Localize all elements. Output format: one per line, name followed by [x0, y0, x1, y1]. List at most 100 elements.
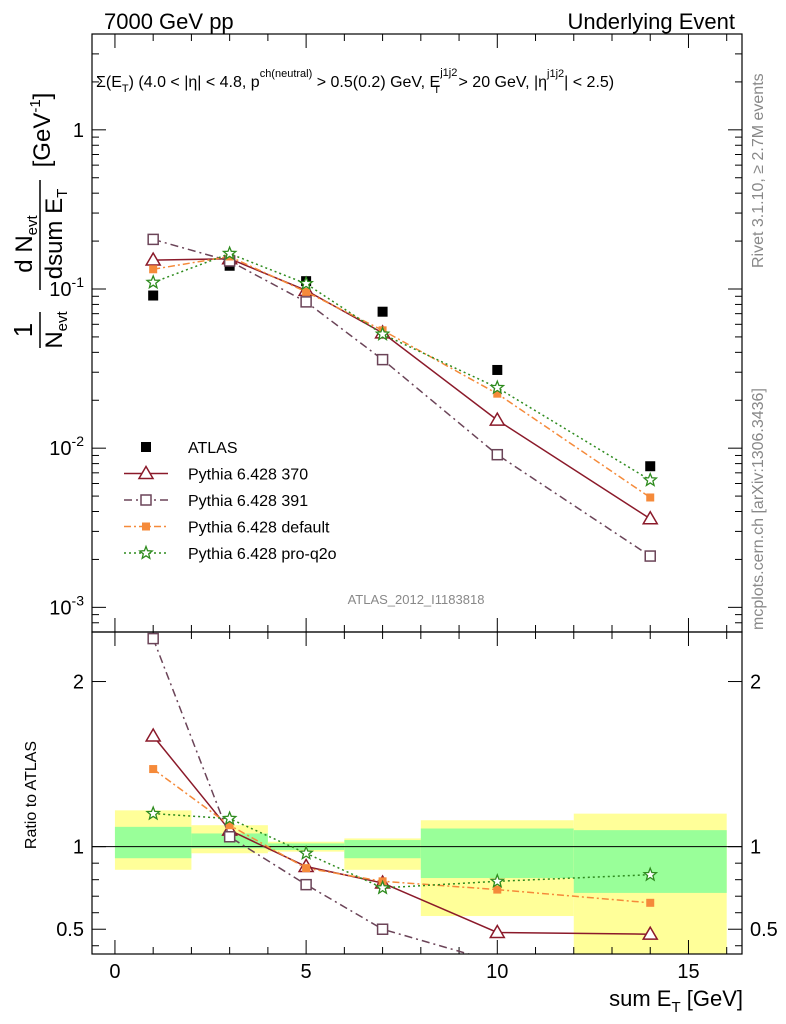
- data-point: [489, 379, 506, 395]
- data-point: [488, 411, 506, 426]
- legend-entry: Pythia 6.428 default: [124, 520, 330, 537]
- ratio-ytick-label-left: 2: [73, 672, 84, 694]
- data-point: [644, 550, 656, 562]
- x-axis-label: sum ET [GeV]: [609, 986, 743, 1016]
- rivet-label: Rivet 3.1.10, ≥ 2.7M events: [750, 73, 767, 268]
- legend-entry: ATLAS: [141, 440, 238, 457]
- ratio-ytick-label-right: 2: [750, 672, 761, 694]
- data-point: [145, 274, 162, 290]
- main-ytick-label: 1: [73, 120, 84, 142]
- main-ytick-label: 10-1: [49, 274, 84, 301]
- legend-marker: [141, 442, 151, 452]
- legend-marker: [142, 522, 150, 531]
- ratio-point: [298, 845, 315, 860]
- data-point: [642, 471, 659, 487]
- data-point: [641, 510, 659, 525]
- svg-text:d Nevt: d Nevt: [11, 214, 41, 272]
- ratio-point: [223, 831, 236, 843]
- ratio-point: [493, 885, 502, 894]
- ratio-point: [641, 925, 659, 940]
- data-point: [491, 448, 504, 461]
- ratio-point: [149, 765, 158, 774]
- ratio-point: [646, 898, 655, 907]
- band-green-3: [344, 840, 421, 859]
- ratio-point: [147, 632, 159, 645]
- ratio-series-layer: [144, 632, 659, 954]
- main-title: Σ(ET) (4.0 < |η| < 4.8, pch(neutral) > 0…: [96, 67, 614, 96]
- main-ytick-label: 10-3: [49, 592, 84, 619]
- data-point: [221, 245, 238, 261]
- legend-label: Pythia 6.428 pro-q2o: [188, 546, 337, 563]
- data-point: [377, 306, 388, 317]
- data-point: [298, 275, 315, 291]
- svg-text:1: 1: [8, 323, 38, 337]
- legend-marker: [137, 465, 155, 480]
- data-point: [374, 325, 391, 341]
- legend-entry: Pythia 6.428 370: [124, 465, 308, 484]
- legend-label: Pythia 6.428 391: [188, 493, 308, 510]
- ratio-ytick-label-right: 1: [750, 837, 761, 859]
- mcplots-label: mcplots.cern.ch [arXiv:1306.3436]: [750, 388, 767, 630]
- ratio-point: [221, 810, 238, 826]
- ratio-line: [152, 638, 472, 954]
- xtick-label: 5: [301, 961, 312, 983]
- ratio-point: [145, 805, 162, 821]
- main-axis-ticks: 10-3 10-2 10-1 1: [49, 33, 742, 633]
- data-point: [645, 461, 656, 472]
- ratio-ytick-label-left: 1: [73, 837, 84, 859]
- main-y-axis-label: 1 Nevt d Nevt dsum ET [GeV-1]: [8, 93, 71, 349]
- main-series-pythia-6.428-pro-q2o: [145, 245, 659, 487]
- ratio-ytick-label-right: 0.5: [750, 919, 778, 941]
- band-green-4: [420, 828, 574, 879]
- ratio-point: [376, 923, 389, 935]
- ratio-ytick-label-left: 0.5: [56, 919, 84, 941]
- ratio-point: [300, 878, 312, 891]
- main-series-pythia-6.428-default: [149, 252, 655, 502]
- ratio-frame: [91, 631, 743, 955]
- data-point: [144, 251, 162, 266]
- main-series-layer: [144, 233, 659, 562]
- legend: ATLAS Pythia 6.428 370 Pythia 6.428 391 Pyt…: [124, 440, 337, 563]
- ratio-point: [374, 879, 391, 895]
- series-line: [152, 238, 651, 557]
- ratio-point: [489, 872, 506, 889]
- ratio-series-pythia-6.428-pro-q2o: [145, 805, 659, 895]
- main-series-pythia-6.428-391: [147, 233, 656, 562]
- ratio-point: [225, 821, 234, 830]
- legend-label: Pythia 6.428 370: [188, 467, 308, 484]
- legend-entry: Pythia 6.428 pro-q2o: [124, 544, 337, 563]
- legend-marker: [138, 544, 154, 560]
- ratio-point: [488, 924, 506, 939]
- ratio-axis-ticks: 0.5 0.5 1 1 2 2 0 5 10 15: [56, 632, 778, 983]
- data-point: [147, 233, 159, 246]
- data-point: [302, 287, 311, 296]
- band-green-5: [573, 830, 727, 893]
- header-left: 7000 GeV pp: [104, 9, 234, 34]
- main-ytick-label: 10-2: [49, 433, 84, 460]
- xtick-label: 10: [486, 961, 508, 983]
- header-right: Underlying Event: [567, 9, 735, 34]
- ratio-point: [642, 866, 659, 882]
- main-frame: [91, 33, 743, 633]
- data-point: [376, 353, 389, 366]
- data-point: [646, 493, 655, 502]
- legend-label: Pythia 6.428 default: [188, 520, 330, 537]
- svg-text:Nevt: Nevt: [41, 310, 71, 348]
- legend-marker: [140, 494, 152, 506]
- data-point: [300, 296, 312, 308]
- xtick-label: 15: [677, 961, 699, 983]
- band-green-0: [114, 826, 192, 859]
- analysis-watermark: ATLAS_2012_I1183818: [348, 592, 485, 607]
- legend-label: ATLAS: [188, 440, 238, 457]
- legend-entry: Pythia 6.428 391: [124, 493, 308, 510]
- data-point: [493, 389, 502, 398]
- series-line: [152, 252, 651, 481]
- ratio-uncertainty-bands: [114, 810, 727, 954]
- svg-text:dsum ET: dsum ET: [41, 189, 71, 280]
- data-point: [492, 364, 503, 375]
- ratio-point: [144, 727, 162, 742]
- xtick-label: 0: [109, 961, 120, 983]
- series-line: [153, 255, 651, 499]
- data-point: [148, 290, 159, 301]
